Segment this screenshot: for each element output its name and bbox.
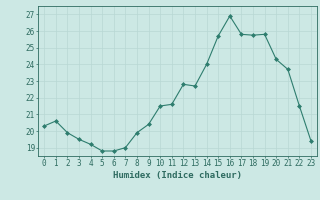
X-axis label: Humidex (Indice chaleur): Humidex (Indice chaleur) [113, 171, 242, 180]
